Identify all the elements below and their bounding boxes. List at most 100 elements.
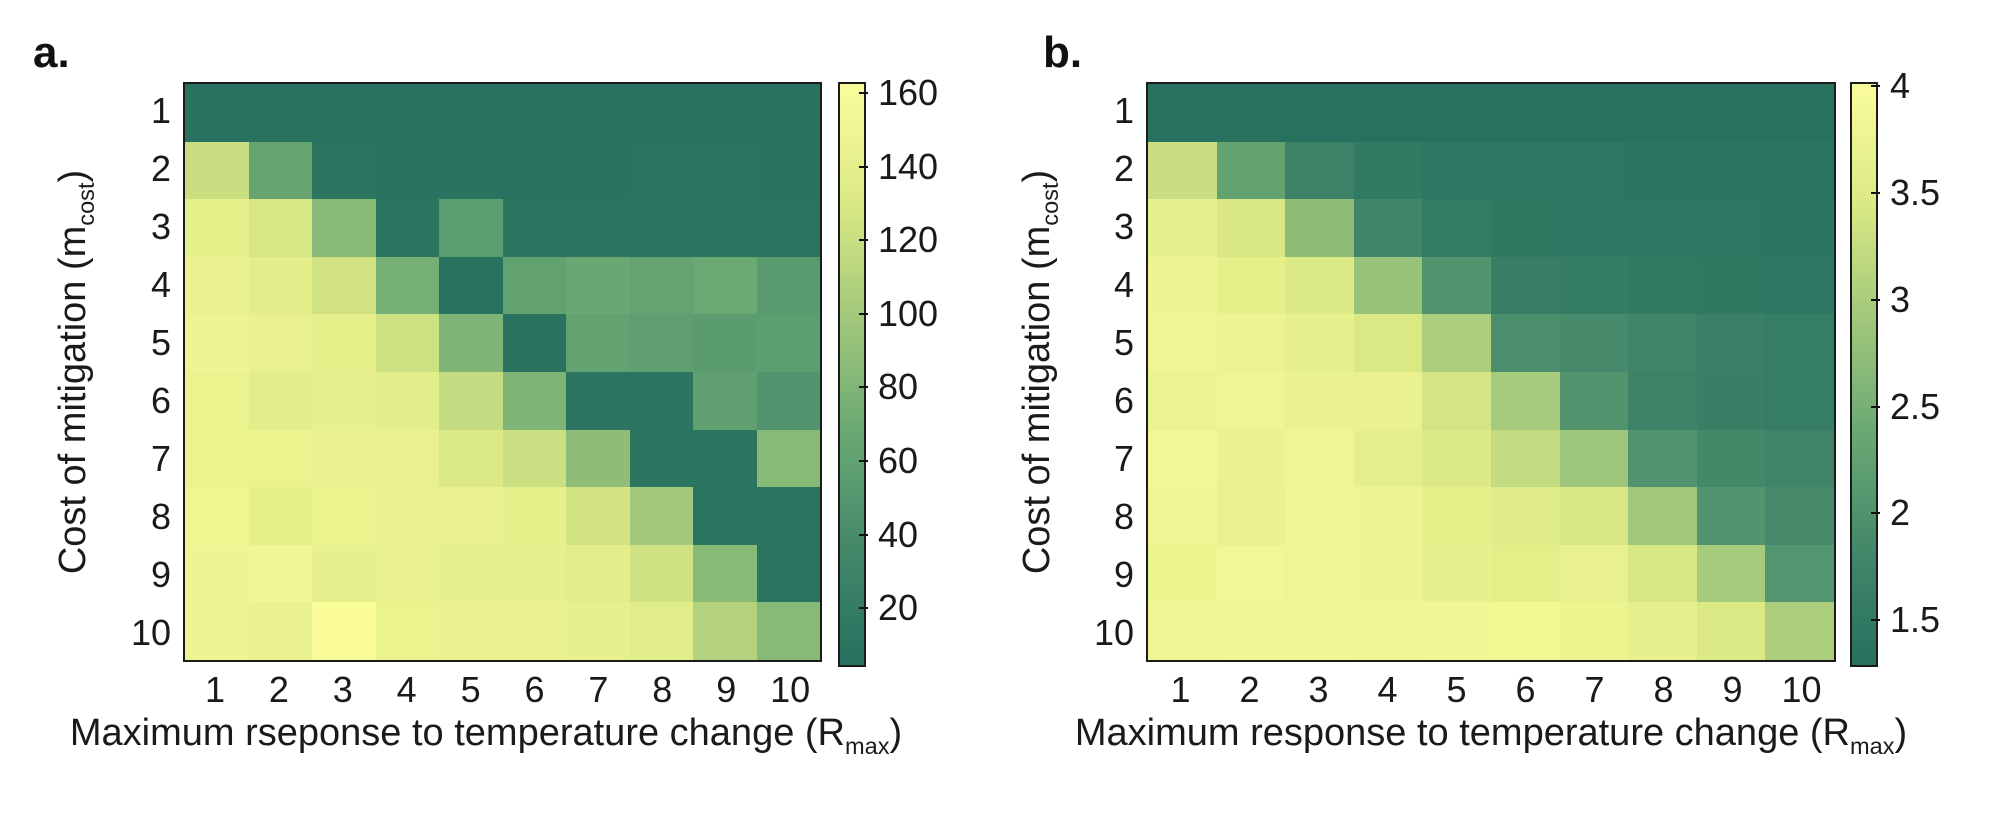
heatmap-cell	[1559, 602, 1629, 660]
heatmap-cell	[439, 602, 503, 660]
heatmap-cell	[566, 429, 630, 488]
heatmap-cell	[1490, 314, 1560, 372]
heatmap-cell	[1148, 602, 1217, 660]
heatmap-cell	[629, 429, 693, 488]
heatmap-cell	[312, 84, 376, 142]
heatmap-cell	[1422, 371, 1491, 430]
colorbar-tick-label: 60	[878, 439, 919, 481]
y-tick-label: 9	[150, 554, 171, 595]
heatmap-cell	[693, 429, 757, 488]
heatmap-cell	[1422, 487, 1491, 545]
heatmap-cell	[502, 544, 566, 603]
x-tick-label: 3	[332, 669, 353, 710]
panel-b-heatmap	[1146, 82, 1836, 662]
heatmap-cell	[1285, 544, 1354, 603]
x-tick-label: 6	[524, 669, 545, 710]
heatmap-cell	[502, 487, 566, 545]
x-tick-label: 4	[396, 669, 417, 710]
heatmap-cell	[1353, 371, 1423, 430]
heatmap-cell	[248, 544, 312, 603]
heatmap-cell	[375, 429, 439, 488]
heatmap-cell	[1696, 256, 1766, 315]
panel-a-y-tick-labels: 1 2 3 4 5 6 7 8 9 10	[99, 82, 171, 662]
heatmap-cell	[1353, 487, 1423, 545]
heatmap-cell	[1490, 429, 1560, 488]
heatmap-cell	[439, 487, 503, 545]
heatmap-cell	[1559, 371, 1629, 430]
heatmap-cell	[375, 314, 439, 372]
heatmap-cell	[439, 256, 503, 315]
y-tick-label: 5	[150, 322, 171, 363]
heatmap-cell	[312, 256, 376, 315]
heatmap-cell	[1422, 256, 1491, 315]
panel-b-y-tick-labels: 1 2 3 4 5 6 7 8 9 10	[1062, 82, 1134, 662]
panel-b-letter: b.	[1043, 28, 1083, 77]
heatmap-cell	[502, 256, 566, 315]
heatmap-cell	[375, 544, 439, 603]
heatmap-cell	[502, 84, 566, 142]
heatmap-cell	[439, 314, 503, 372]
heatmap-cell	[248, 314, 312, 372]
heatmap-cell	[375, 141, 439, 200]
heatmap-cell	[1285, 371, 1354, 430]
heatmap-cell	[1422, 314, 1491, 372]
heatmap-cell	[1696, 199, 1766, 257]
heatmap-cell	[566, 371, 630, 430]
heatmap-cell	[1628, 314, 1697, 372]
panel-a-colorbar	[838, 82, 866, 667]
x-tick-label: 7	[588, 669, 609, 710]
heatmap-cell	[566, 199, 630, 257]
heatmap-cell	[693, 314, 757, 372]
heatmap-cell	[629, 371, 693, 430]
panel-a-letter: a.	[33, 28, 70, 77]
heatmap-cell	[1216, 141, 1286, 200]
y-axis-label-subscript: cost	[1036, 182, 1063, 226]
heatmap-cell	[185, 487, 249, 545]
y-axis-label-text: Cost of mitigation (m	[52, 225, 95, 575]
heatmap-cell	[375, 256, 439, 315]
heatmap-cell	[312, 141, 376, 200]
heatmap-cell	[1422, 84, 1491, 142]
heatmap-cell	[756, 429, 820, 488]
heatmap-cell	[566, 141, 630, 200]
heatmap-cell	[1285, 487, 1354, 545]
heatmap-cell	[1148, 429, 1217, 488]
heatmap-cell	[693, 371, 757, 430]
heatmap-cell	[1490, 199, 1560, 257]
heatmap-cell	[185, 314, 249, 372]
colorbar-tick-mark	[1871, 619, 1880, 622]
heatmap-cell	[1628, 602, 1697, 660]
colorbar-tick-mark	[1871, 85, 1880, 88]
heatmap-cell	[629, 84, 693, 142]
x-tick-label: 8	[652, 669, 673, 710]
heatmap-cell	[1559, 256, 1629, 315]
heatmap-cell	[1559, 429, 1629, 488]
colorbar-tick-mark	[859, 239, 868, 242]
panel-a-heatmap	[183, 82, 822, 662]
heatmap-cell	[248, 429, 312, 488]
heatmap-cell	[566, 84, 630, 142]
x-tick-label: 7	[1584, 669, 1605, 710]
x-tick-label: 9	[1722, 669, 1743, 710]
heatmap-cell	[693, 487, 757, 545]
heatmap-cell	[1148, 544, 1217, 603]
colorbar-tick-mark	[859, 459, 868, 462]
heatmap-cell	[693, 602, 757, 660]
heatmap-cell	[1490, 84, 1560, 142]
heatmap-cell	[375, 602, 439, 660]
heatmap-cell	[629, 544, 693, 603]
heatmap-cell	[693, 256, 757, 315]
panel-a-y-axis-label: Cost of mitigation (mcost)	[52, 170, 100, 574]
heatmap-cell	[1422, 602, 1491, 660]
heatmap-cell	[1285, 314, 1354, 372]
x-tick-label: 4	[1377, 669, 1398, 710]
heatmap-cell	[185, 544, 249, 603]
y-axis-label-close: )	[52, 169, 95, 183]
x-tick-label: 1	[1170, 669, 1191, 710]
heatmap-cell	[756, 84, 820, 142]
heatmap-cell	[439, 371, 503, 430]
heatmap-cell	[1765, 256, 1834, 315]
y-tick-label: 8	[1113, 496, 1134, 537]
heatmap-cell	[1765, 371, 1834, 430]
heatmap-cell	[1148, 487, 1217, 545]
